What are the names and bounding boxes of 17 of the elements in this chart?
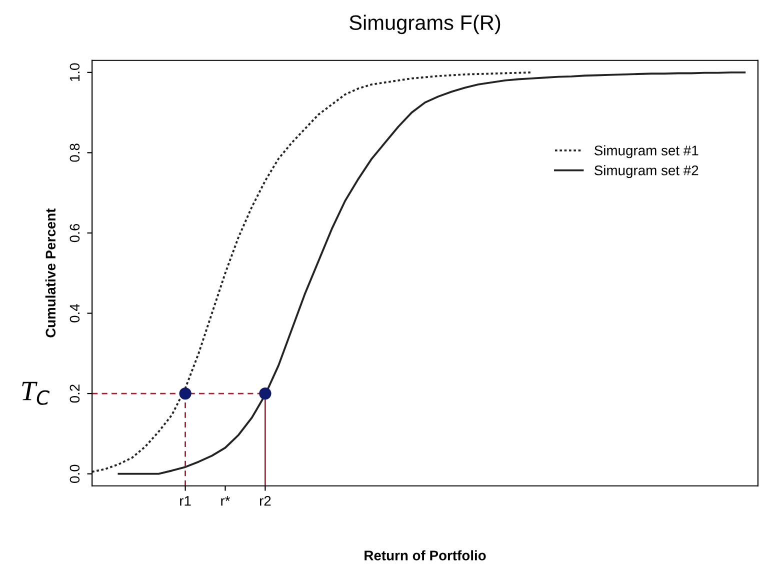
legend-label: Simugram set #1 <box>594 145 698 158</box>
y-tick-label: 0.2 <box>70 384 80 403</box>
line-series <box>118 71 746 475</box>
y-axis-title: Cumulative Percent <box>45 208 56 338</box>
x-axis-title: Return of Portfolio <box>364 550 486 560</box>
text: T$_{C}$ <box>22 382 50 405</box>
y-tick-label: 0.0 <box>70 464 80 483</box>
y-tick-label: 1.0 <box>70 63 80 82</box>
x-tick-label: r1 <box>180 496 191 506</box>
x-tick-label: r2 <box>260 496 271 506</box>
y-tick-label: 0.8 <box>70 144 80 162</box>
legend-label: Simugram set #2 <box>594 165 698 178</box>
x-tick-label: r* <box>221 496 230 506</box>
line-series <box>92 71 533 473</box>
chart-title: Simugrams F(R) <box>350 14 500 34</box>
y-tick-label: 0.6 <box>70 224 80 242</box>
y-tick-label: 0.4 <box>70 304 80 322</box>
